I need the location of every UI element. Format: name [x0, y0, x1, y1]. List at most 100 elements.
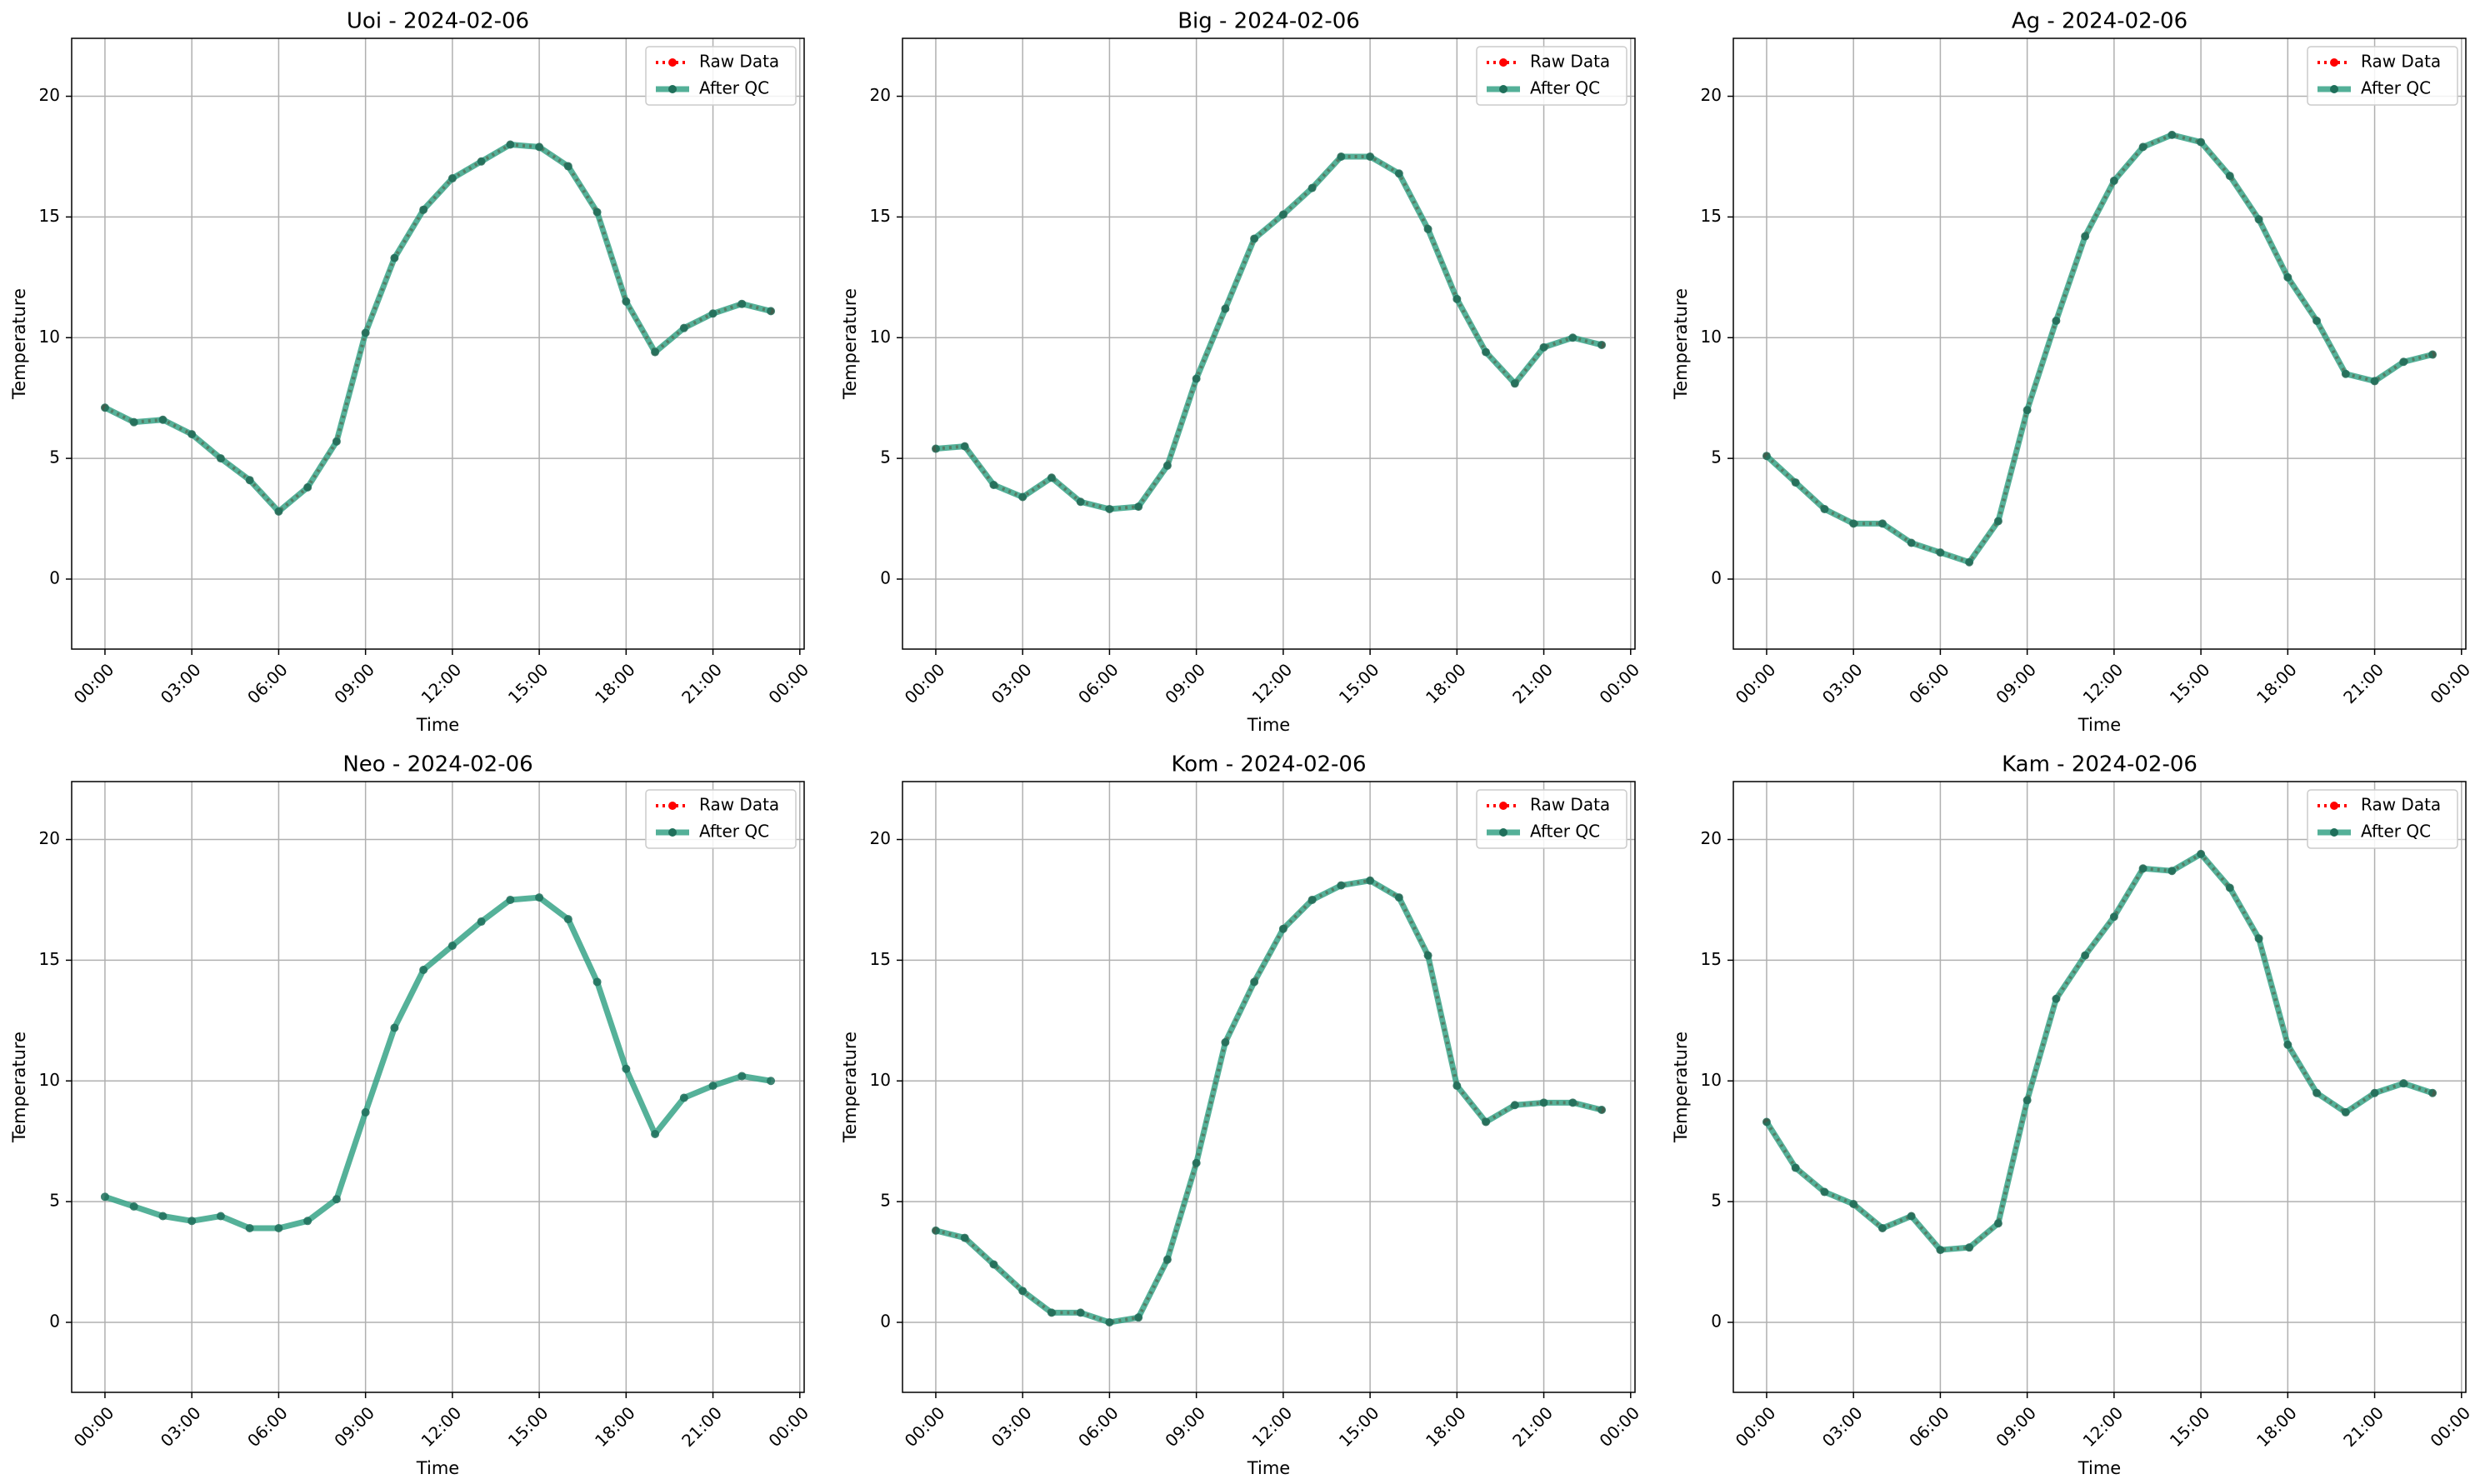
qc-point: [2399, 1079, 2408, 1088]
qc-point: [2081, 232, 2090, 241]
qc-point: [2399, 357, 2408, 367]
qc-line: [103, 894, 772, 1232]
x-tick-label: 18:00: [2252, 1402, 2301, 1451]
qc-point: [2254, 934, 2263, 943]
y-tick-label: 20: [1701, 828, 1722, 848]
qc-point: [931, 444, 940, 453]
y-axis-label: Temperature: [9, 1032, 29, 1143]
qc-point: [1366, 876, 1375, 885]
axes-frame: [71, 37, 805, 650]
qc-point: [1482, 1117, 1491, 1127]
qc-point: [1366, 152, 1375, 161]
qc-point: [592, 207, 602, 217]
y-tick-label: 15: [870, 206, 891, 226]
qc-point: [1598, 1106, 1607, 1115]
legend-label: After QC: [699, 78, 769, 98]
qc-point: [1394, 893, 1403, 902]
axes-frame: [902, 37, 1636, 650]
qc-point: [448, 942, 457, 951]
legend-label: Raw Data: [699, 52, 779, 72]
x-tick-label: 18:00: [1422, 1402, 1470, 1451]
y-tick-label: 10: [39, 327, 60, 347]
y-axis-label: Temperature: [1671, 288, 1691, 400]
qc-point: [960, 1233, 969, 1242]
x-tick-label: 12:00: [418, 659, 466, 707]
axes-frame: [902, 781, 1636, 1393]
qc-point: [129, 417, 138, 427]
y-tick-label: 10: [870, 1070, 891, 1090]
y-tick-label: 10: [1701, 327, 1722, 347]
qc-point: [931, 1226, 940, 1235]
x-tick-label: 09:00: [1161, 1402, 1209, 1451]
x-tick-label: 03:00: [988, 659, 1036, 707]
qc-point: [1993, 1219, 2002, 1228]
qc-point: [448, 174, 457, 183]
qc-point: [1936, 1246, 1945, 1255]
x-tick-label: 03:00: [1818, 1402, 1867, 1451]
x-tick-label: 15:00: [1335, 659, 1383, 707]
qc-point: [2341, 369, 2350, 378]
qc-point: [1762, 452, 1771, 461]
x-tick-label: 03:00: [988, 1402, 1036, 1451]
qc-point: [390, 1023, 399, 1032]
y-tick-label: 15: [870, 949, 891, 969]
y-tick-label: 0: [49, 1311, 60, 1331]
x-tick-label: 00:00: [1595, 1402, 1643, 1451]
legend-marker: [2330, 828, 2338, 837]
x-tick-label: 12:00: [2079, 659, 2128, 707]
qc-point: [960, 442, 969, 451]
subplot: 0 5 10 15 20 00:00 03:00 06:00 09:00 12:00 15:00 18…: [9, 752, 812, 1479]
y-tick-label: 0: [49, 567, 60, 587]
legend-label: Raw Data: [1530, 795, 1610, 815]
axes-frame: [71, 781, 805, 1393]
y-tick-label: 5: [880, 447, 891, 467]
qc-point: [2370, 377, 2379, 386]
y-tick-label: 15: [39, 206, 60, 226]
qc-point: [2168, 130, 2177, 139]
qc-point: [1047, 1308, 1056, 1317]
qc-point: [2109, 912, 2118, 922]
x-tick-label: 15:00: [504, 1402, 552, 1451]
legend-marker: [1499, 828, 1508, 837]
legend-marker: [2330, 802, 2338, 810]
qc-point: [2022, 406, 2032, 415]
qc-line: [935, 153, 1602, 512]
qc-point: [361, 328, 370, 337]
axes-frame: [1732, 781, 2467, 1393]
y-tick-label: 10: [1701, 1070, 1722, 1090]
qc-point: [1539, 342, 1548, 352]
x-tick-label: 00:00: [2426, 659, 2474, 707]
qc-point: [1076, 1308, 1085, 1317]
subplot-title: Neo - 2024-02-06: [342, 752, 532, 777]
subplot: 0 5 10 15 20 00:00 03:00 06:00 09:00 12:00 15:00 18…: [840, 9, 1643, 736]
x-axis-label: Time: [416, 1458, 459, 1478]
qc-point: [1762, 1117, 1771, 1127]
qc-point: [1965, 1243, 1974, 1252]
y-tick-label: 10: [870, 327, 891, 347]
qc-point: [245, 476, 254, 485]
qc-point: [1791, 1163, 1800, 1172]
x-tick-label: 06:00: [243, 1402, 292, 1451]
qc-point: [1076, 497, 1085, 507]
qc-point: [2197, 137, 2206, 147]
x-tick-label: 03:00: [157, 1402, 205, 1451]
qc-point: [245, 1223, 254, 1232]
y-tick-label: 20: [870, 85, 891, 105]
legend-label: After QC: [1530, 78, 1600, 98]
y-tick-label: 20: [39, 85, 60, 105]
y-axis-label: Temperature: [1671, 1032, 1691, 1143]
qc-point: [989, 1260, 998, 1269]
raw-line: [1765, 852, 2433, 1252]
qc-point: [679, 323, 688, 332]
x-tick-label: 09:00: [1161, 659, 1209, 707]
x-tick-label: 12:00: [1248, 659, 1297, 707]
qc-point: [1791, 478, 1800, 487]
qc-point: [2022, 1096, 2032, 1105]
y-tick-label: 5: [1711, 447, 1722, 467]
x-tick-label: 00:00: [764, 1402, 812, 1451]
x-tick-label: 15:00: [1335, 1402, 1383, 1451]
qc-point: [2341, 1107, 2350, 1117]
qc-point: [188, 430, 197, 439]
qc-point: [1105, 1317, 1114, 1327]
